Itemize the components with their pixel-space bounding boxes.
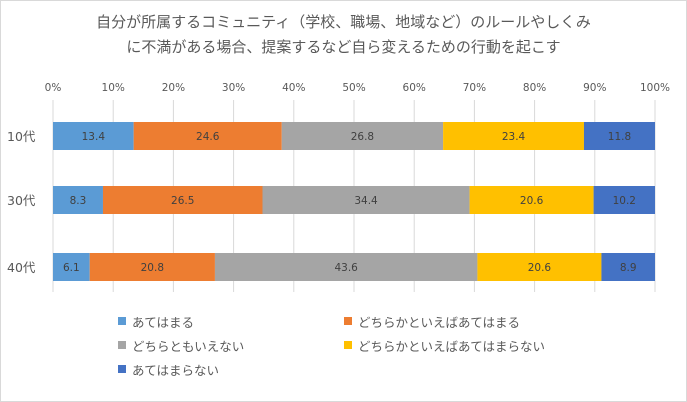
data-label: 20.6 [520, 195, 544, 207]
bar-segment [477, 253, 602, 281]
bar-segment [281, 122, 444, 150]
data-label: 10.2 [613, 195, 636, 207]
bar-segment [593, 186, 655, 214]
data-label: 26.5 [171, 195, 194, 207]
chart-title-line-1: 自分が所属するコミュニティ（学校、職場、地域など）のルールやしくみ [96, 13, 591, 31]
x-tick-label: 90% [583, 82, 606, 94]
category-label: 30代 [7, 193, 36, 208]
legend-label: どちらかといえばあてはまる [358, 314, 521, 330]
data-label: 24.6 [196, 131, 220, 143]
bar-segment [583, 122, 655, 150]
data-label: 11.8 [608, 131, 631, 143]
legend-label: あてはまる [132, 314, 195, 330]
category-label: 40代 [7, 260, 36, 275]
legend-swatch [344, 317, 352, 325]
legend-item: あてはまる [118, 312, 344, 330]
data-label: 26.8 [351, 131, 374, 143]
legend-item: どちらともいえない [118, 336, 344, 354]
x-tick-label: 20% [162, 82, 185, 94]
x-tick-label: 0% [45, 82, 62, 94]
legend-swatch [118, 365, 126, 373]
legend: あてはまる どちらかといえばあてはまるどちらともいえない どちらかといえばあてはまら… [118, 312, 638, 378]
legend-label: どちらかといえばあてはまらない [358, 338, 546, 354]
x-tick-label: 30% [222, 82, 245, 94]
x-tick-label: 100% [640, 82, 670, 94]
legend-swatch [118, 341, 126, 349]
legend-label: どちらともいえない [132, 338, 245, 354]
bar-segment [469, 186, 594, 214]
data-label: 43.6 [334, 262, 358, 274]
bar-segment [443, 122, 584, 150]
legend-item: どちらかといえばあてはまる [344, 312, 604, 330]
data-label: 8.9 [620, 262, 637, 274]
legend-swatch [344, 341, 352, 349]
x-tick-label: 50% [342, 82, 365, 94]
x-tick-label: 10% [102, 82, 125, 94]
data-label: 23.4 [502, 131, 526, 143]
legend-item: あてはまらない [118, 360, 344, 378]
x-tick-label: 60% [403, 82, 426, 94]
x-axis-ticks: 0% 10% 20% 30% 40% 50% 60% 70% 80% 90% 100% [45, 82, 670, 94]
bar-segment [262, 186, 470, 214]
bar-segment [53, 186, 103, 214]
x-tick-label: 70% [463, 82, 486, 94]
bar-segment [601, 253, 655, 281]
data-label: 13.4 [82, 131, 106, 143]
bar-segment [53, 122, 134, 150]
x-tick-label: 80% [523, 82, 546, 94]
legend-label: あてはまらない [132, 362, 220, 378]
bar-segment [89, 253, 215, 281]
bars: 13.4 24.6 26.8 23.4 11.8 8.3 26.5 34.4 20.6 10.2 6… [53, 122, 655, 281]
y-axis-categories: 10代 30代 40代 [7, 129, 36, 275]
data-label: 8.3 [70, 195, 87, 207]
bar-segment [214, 253, 478, 281]
data-label: 34.4 [354, 195, 378, 207]
data-label: 6.1 [63, 262, 80, 274]
data-label: 20.6 [528, 262, 552, 274]
bar-segment [102, 186, 263, 214]
legend-swatch [118, 317, 126, 325]
legend-item: どちらかといえばあてはまらない [344, 336, 604, 354]
chart-title-line-2: に不満がある場合、提案するなど自ら変えるための行動を起こす [126, 38, 561, 56]
bar-segment [53, 253, 90, 281]
category-label: 10代 [7, 129, 36, 144]
data-label: 20.8 [141, 262, 164, 274]
x-tick-label: 40% [282, 82, 305, 94]
bar-segment [133, 122, 282, 150]
chart-title: 自分が所属するコミュニティ（学校、職場、地域など）のルールやしくみ に不満がある… [0, 10, 687, 60]
